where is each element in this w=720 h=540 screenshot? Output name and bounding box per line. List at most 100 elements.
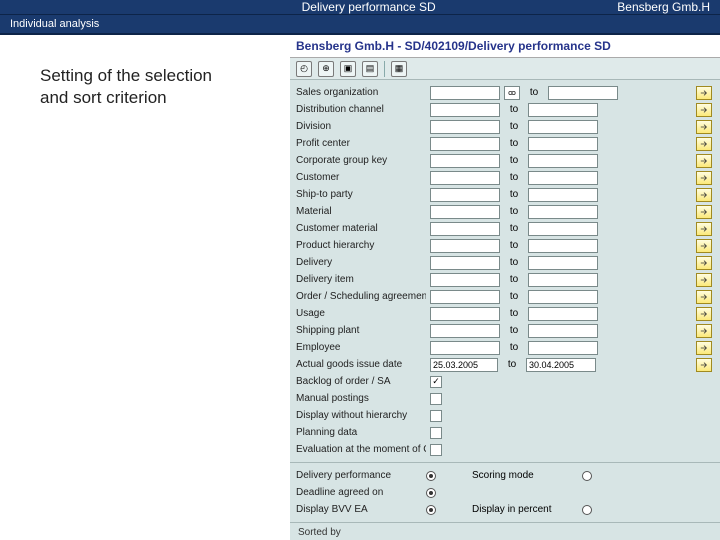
multiple-selection-icon[interactable] (696, 137, 712, 151)
field-input-from[interactable] (430, 239, 500, 253)
field-input-from[interactable] (430, 103, 500, 117)
field-label: Customer (296, 172, 426, 183)
field-row: Sales organizationto (296, 84, 714, 101)
field-input-to[interactable]: 30.04.2005 (526, 358, 596, 372)
multiple-selection-icon[interactable] (696, 290, 712, 304)
field-input-from[interactable] (430, 154, 500, 168)
left-heading: Setting of the selection and sort criter… (40, 65, 270, 109)
field-input-to[interactable] (528, 222, 598, 236)
multiple-selection-icon[interactable] (696, 239, 712, 253)
multiple-selection-icon[interactable] (696, 103, 712, 117)
field-to-label: to (504, 104, 524, 115)
checkbox[interactable] (430, 410, 442, 422)
field-input-to[interactable] (528, 290, 598, 304)
field-input-to[interactable] (528, 120, 598, 134)
check-label: Manual postings (296, 393, 426, 404)
multiple-selection-icon[interactable] (696, 324, 712, 338)
field-label: Ship-to party (296, 189, 426, 200)
field-input-from[interactable] (430, 290, 500, 304)
field-input-to[interactable] (528, 137, 598, 151)
tb-import-icon[interactable]: ▤ (362, 61, 378, 77)
multiple-selection-icon[interactable] (696, 205, 712, 219)
field-input-from[interactable] (430, 205, 500, 219)
radio[interactable] (582, 471, 592, 481)
multiple-selection-icon[interactable] (696, 171, 712, 185)
field-input-from[interactable] (430, 341, 500, 355)
field-input-from[interactable] (430, 256, 500, 270)
multiple-selection-icon[interactable] (696, 86, 712, 100)
field-input-to[interactable] (528, 154, 598, 168)
field-row: Divisionto (296, 118, 714, 135)
field-input-from[interactable] (430, 273, 500, 287)
field-input-from[interactable] (430, 171, 500, 185)
radio[interactable] (426, 505, 436, 515)
checkbox[interactable] (430, 427, 442, 439)
tb-table-icon[interactable]: ▦ (391, 61, 407, 77)
radio-label-2: Display in percent (472, 504, 572, 515)
checkbox[interactable] (430, 444, 442, 456)
check-label: Evaluation at the moment of GI (296, 444, 426, 455)
field-input-to[interactable] (528, 273, 598, 287)
tb-check-icon[interactable]: ⊕ (318, 61, 334, 77)
f4-help-icon[interactable] (504, 86, 520, 100)
radio[interactable] (426, 488, 436, 498)
page-root: Delivery performance SD Bensberg Gmb.H I… (0, 0, 720, 540)
field-input-to[interactable] (528, 256, 598, 270)
field-input-from[interactable] (430, 137, 500, 151)
field-input-to[interactable] (528, 324, 598, 338)
radio-row: Display BVV EA Display in percent (296, 501, 714, 518)
field-input-from[interactable] (430, 120, 500, 134)
field-input-from[interactable]: 25.03.2005 (430, 358, 498, 372)
check-label: Planning data (296, 427, 426, 438)
check-row: Manual postings (296, 390, 714, 407)
field-input-from[interactable] (430, 86, 500, 100)
checkbox[interactable] (430, 393, 442, 405)
multiple-selection-icon[interactable] (696, 341, 712, 355)
multiple-selection-icon[interactable] (696, 273, 712, 287)
multiple-selection-icon[interactable] (696, 154, 712, 168)
field-input-from[interactable] (430, 188, 500, 202)
field-input-to[interactable] (528, 341, 598, 355)
field-label: Employee (296, 342, 426, 353)
check-row: Backlog of order / SA ✓ (296, 373, 714, 390)
tb-divider (384, 61, 385, 77)
multiple-selection-icon[interactable] (696, 120, 712, 134)
field-to-label: to (502, 359, 522, 370)
multiple-selection-icon[interactable] (696, 188, 712, 202)
field-input-to[interactable] (528, 239, 598, 253)
field-row: Employee to (296, 339, 714, 356)
checkbox[interactable]: ✓ (430, 376, 442, 388)
tab-individual-analysis[interactable]: Individual analysis (0, 15, 109, 33)
field-input-from[interactable] (430, 222, 500, 236)
multiple-selection-icon[interactable] (696, 358, 712, 372)
topbar-title: Delivery performance SD (120, 0, 617, 14)
field-input-from[interactable] (430, 307, 500, 321)
radio[interactable] (426, 471, 436, 481)
tb-clock-icon[interactable]: ◴ (296, 61, 312, 77)
tb-export-icon[interactable]: ▣ (340, 61, 356, 77)
field-input-to[interactable] (528, 103, 598, 117)
check-row: Display without hierarchy (296, 407, 714, 424)
field-row: Product hierarchyto (296, 237, 714, 254)
field-label: Product hierarchy (296, 240, 426, 251)
field-input-from[interactable] (430, 324, 500, 338)
left-heading-l2: and sort criterion (40, 88, 167, 107)
field-label: Usage (296, 308, 426, 319)
field-row: Corporate group keyto (296, 152, 714, 169)
field-label: Actual goods issue date (296, 359, 426, 370)
radio[interactable] (582, 505, 592, 515)
multiple-selection-icon[interactable] (696, 256, 712, 270)
field-row: Deliveryto (296, 254, 714, 271)
field-input-to[interactable] (528, 171, 598, 185)
check-label: Backlog of order / SA (296, 376, 426, 387)
multiple-selection-icon[interactable] (696, 307, 712, 321)
field-to-label: to (504, 342, 524, 353)
field-to-label: to (504, 189, 524, 200)
multiple-selection-icon[interactable] (696, 222, 712, 236)
field-input-to[interactable] (528, 188, 598, 202)
field-to-label: to (504, 172, 524, 183)
field-input-to[interactable] (528, 307, 598, 321)
field-input-to[interactable] (548, 86, 618, 100)
radio-label: Display BVV EA (296, 504, 426, 515)
field-input-to[interactable] (528, 205, 598, 219)
